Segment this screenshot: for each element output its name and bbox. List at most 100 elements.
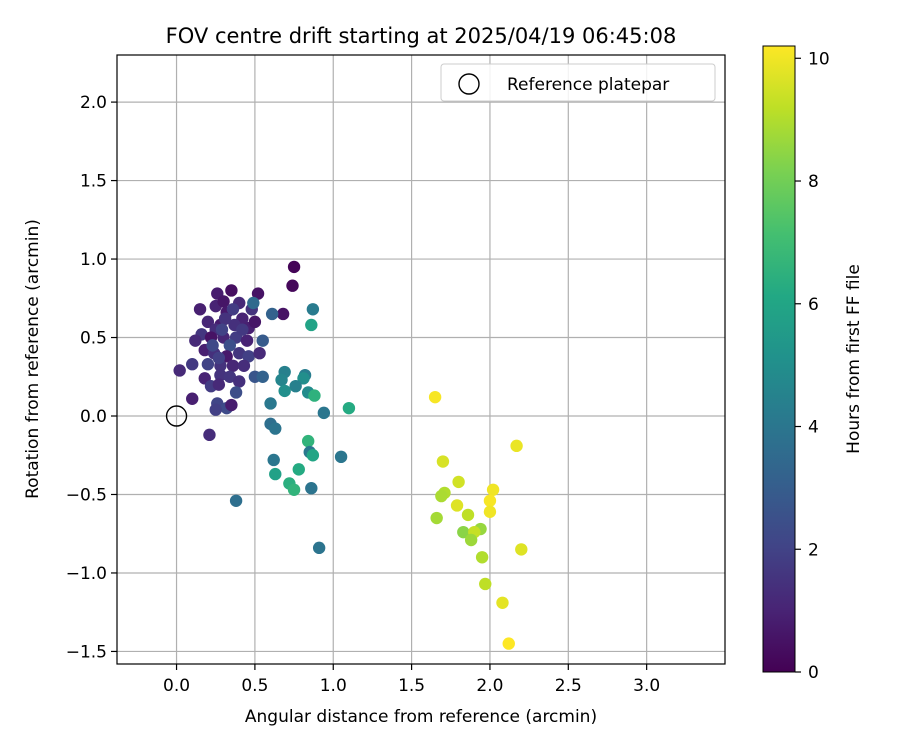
- y-tick-label: 2.0: [80, 93, 107, 113]
- data-point: [226, 303, 240, 316]
- data-point: [308, 389, 321, 402]
- y-tick-label: 1.0: [80, 250, 107, 270]
- data-point: [186, 392, 199, 405]
- data-point: [317, 406, 331, 420]
- reference-platepar-marker: [165, 405, 188, 427]
- y-tick-label: 1.5: [80, 172, 107, 192]
- data-point: [218, 312, 232, 325]
- data-point: [265, 307, 279, 321]
- data-point: [203, 428, 216, 442]
- data-point: [305, 482, 318, 495]
- colorbar-tick-label: 6: [808, 295, 819, 315]
- data-point: [342, 401, 356, 415]
- x-tick-label: 1.5: [398, 676, 425, 696]
- data-point: [286, 279, 299, 292]
- data-point: [475, 551, 489, 564]
- data-point: [217, 295, 230, 308]
- data-point: [251, 287, 265, 300]
- colorbar-label: Hours from first FF file: [844, 264, 864, 454]
- data-point: [486, 483, 500, 496]
- data-point: [247, 296, 260, 310]
- data-point: [436, 455, 450, 468]
- legend-entry-reference: Reference platepar: [507, 75, 669, 95]
- data-point: [229, 494, 243, 507]
- data-point: [225, 284, 238, 297]
- data-point: [223, 370, 237, 383]
- legend-reference-marker: [458, 73, 480, 95]
- y-tick-label: −1.5: [66, 642, 107, 662]
- data-point: [237, 359, 251, 372]
- data-point: [193, 303, 207, 316]
- data-point: [450, 499, 464, 512]
- data-point: [240, 334, 254, 347]
- data-point: [461, 508, 475, 522]
- data-point: [256, 370, 269, 383]
- data-point: [201, 315, 215, 329]
- data-point: [312, 541, 326, 555]
- data-point: [297, 372, 310, 385]
- data-point: [276, 307, 290, 321]
- x-tick-label: 0.0: [163, 676, 190, 696]
- colorbar-tick-label: 4: [808, 418, 819, 438]
- data-point: [502, 637, 515, 650]
- x-tick-label: 2.0: [476, 676, 503, 696]
- data-point: [301, 434, 315, 448]
- data-point: [305, 318, 318, 332]
- data-point: [236, 323, 249, 336]
- y-tick-label: 0.0: [80, 407, 107, 427]
- data-point: [430, 511, 443, 525]
- y-tick-label: −0.5: [66, 485, 107, 505]
- data-point: [223, 339, 237, 352]
- data-point: [248, 315, 262, 329]
- data-point: [452, 475, 465, 489]
- colorbar-tick-label: 2: [808, 540, 819, 560]
- x-tick-label: 0.5: [241, 676, 268, 696]
- data-point: [225, 398, 238, 412]
- y-tick-label: −1.0: [66, 564, 107, 584]
- data-point: [289, 379, 302, 393]
- legend-box: [440, 63, 716, 102]
- data-point: [215, 323, 229, 336]
- data-point: [186, 358, 199, 371]
- colorbar-gradient: [762, 45, 796, 673]
- y-axis-label: Rotation from reference (arcmin): [23, 219, 43, 499]
- data-point: [212, 351, 226, 365]
- data-point: [278, 384, 291, 398]
- data-point: [189, 334, 202, 347]
- colorbar-tick-label: 0: [808, 663, 819, 683]
- x-axis-label: Angular distance from reference (arcmin): [245, 707, 597, 727]
- data-point: [496, 596, 509, 609]
- data-point: [306, 303, 320, 316]
- data-point: [206, 339, 219, 352]
- data-point: [209, 403, 222, 416]
- data-point: [201, 358, 215, 371]
- x-tick-label: 1.0: [320, 676, 347, 696]
- data-points: [165, 260, 528, 650]
- data-point: [275, 373, 288, 387]
- plot-frame: [116, 54, 726, 665]
- data-point: [173, 364, 186, 377]
- x-tick-label: 3.0: [633, 676, 660, 696]
- data-point: [483, 494, 497, 507]
- data-point: [292, 463, 305, 476]
- data-point: [214, 368, 227, 382]
- legend: Reference platepar: [440, 63, 716, 102]
- data-point: [483, 505, 497, 518]
- data-point: [334, 450, 348, 464]
- data-point: [435, 489, 448, 503]
- data-point: [464, 533, 478, 547]
- data-point: [510, 439, 523, 453]
- data-point: [264, 397, 277, 410]
- axis-ticks: 0.0 0.5 1.0 1.5 2.0 2.5 3.0 −1.5 −1.0 −0.5 0.0 0.5 1…: [66, 93, 660, 696]
- colorbar-tick-label: 10: [808, 49, 830, 69]
- data-point: [242, 350, 255, 363]
- x-tick-label: 2.5: [555, 676, 582, 696]
- data-point: [253, 347, 266, 360]
- data-point: [287, 260, 301, 274]
- chart-title: FOV centre drift starting at 2025/04/19 …: [166, 24, 677, 48]
- data-point: [269, 467, 282, 481]
- data-point: [229, 386, 243, 399]
- data-point: [226, 359, 240, 372]
